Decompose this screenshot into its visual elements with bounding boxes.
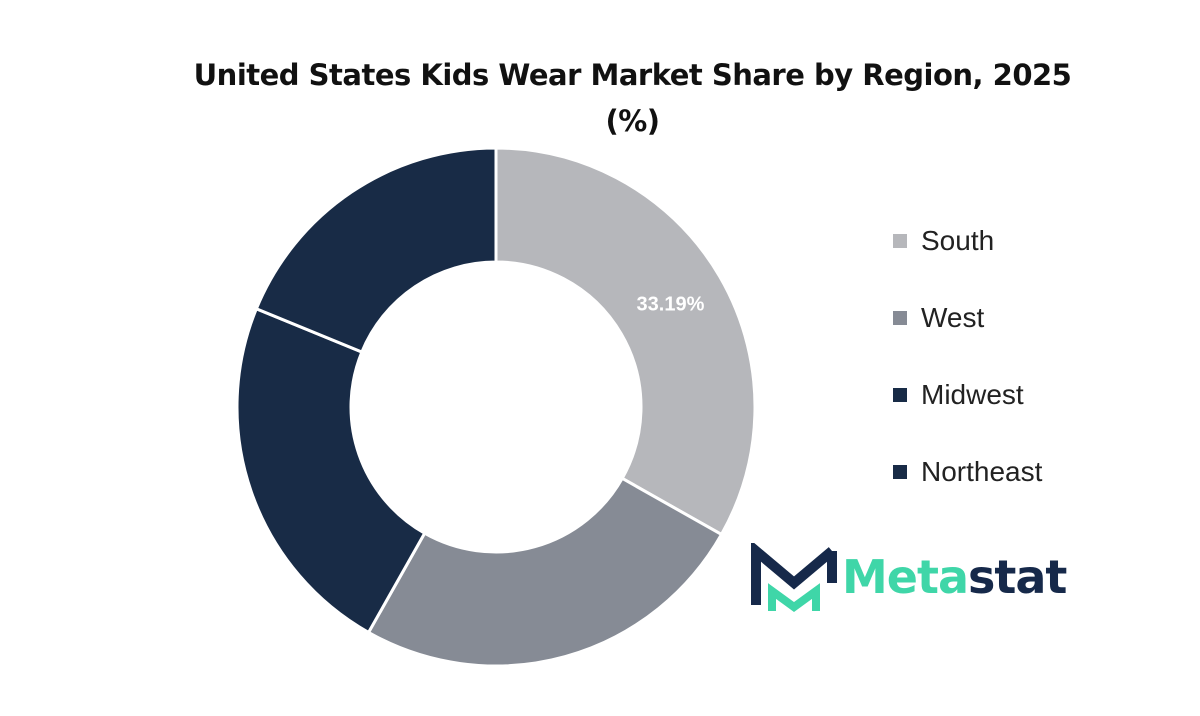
metastat-logo: Metastat xyxy=(750,543,1090,615)
donut-chart: 33.19% xyxy=(235,146,757,668)
legend-swatch-northeast xyxy=(893,465,907,479)
chart-title: United States Kids Wear Market Share by … xyxy=(180,52,1085,144)
data-label-south: 33.19% xyxy=(637,293,705,315)
legend-swatch-west xyxy=(893,311,907,325)
legend-item-northeast: Northeast xyxy=(893,453,1153,491)
metastat-logo-mark-icon xyxy=(751,543,837,612)
donut-slice-northeast xyxy=(254,146,498,354)
legend-label-west: West xyxy=(921,302,985,333)
logo-text-stat: stat xyxy=(968,550,1067,604)
legend: South West Midwest Northeast xyxy=(893,222,1153,530)
legend-label-south: South xyxy=(921,225,995,256)
legend-label-midwest: Midwest xyxy=(921,379,1024,410)
legend-swatch-midwest xyxy=(893,388,907,402)
logo-text-meta: Meta xyxy=(842,550,969,604)
legend-item-west: West xyxy=(893,299,1153,337)
donut-slice-west xyxy=(366,476,724,668)
metastat-logo-text: Metastat xyxy=(842,547,1067,607)
legend-label-northeast: Northeast xyxy=(921,456,1043,487)
donut-slice-south xyxy=(494,146,757,537)
legend-swatch-south xyxy=(893,234,907,248)
legend-item-south: South xyxy=(893,222,1153,260)
donut-slice-midwest xyxy=(235,306,427,635)
legend-item-midwest: Midwest xyxy=(893,376,1153,414)
chart-title-line-2: (%) xyxy=(605,104,660,138)
chart-title-line-1: United States Kids Wear Market Share by … xyxy=(193,58,1072,92)
